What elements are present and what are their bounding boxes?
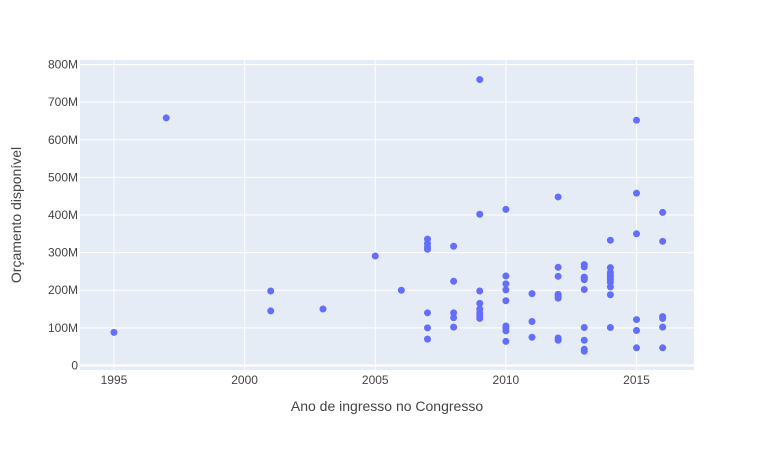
data-points — [110, 76, 667, 355]
data-point[interactable] — [580, 285, 588, 293]
data-point[interactable] — [423, 245, 431, 253]
x-tick-label: 2000 — [231, 373, 258, 387]
data-point[interactable] — [423, 309, 431, 317]
y-tick-label: 300M — [48, 246, 78, 260]
data-point[interactable] — [580, 347, 588, 355]
data-point[interactable] — [319, 305, 327, 313]
data-point[interactable] — [606, 264, 614, 272]
y-axis-title: Orçamento disponível — [8, 147, 24, 283]
y-tick-label: 600M — [48, 133, 78, 147]
data-point[interactable] — [528, 333, 536, 341]
data-point[interactable] — [110, 328, 118, 336]
data-point[interactable] — [476, 210, 484, 218]
data-point[interactable] — [450, 309, 458, 317]
data-point[interactable] — [633, 326, 641, 334]
data-point[interactable] — [606, 323, 614, 331]
grid-lines — [80, 60, 694, 370]
data-point[interactable] — [476, 299, 484, 307]
data-point[interactable] — [606, 236, 614, 244]
y-tick-label: 0 — [71, 358, 78, 372]
data-point[interactable] — [633, 344, 641, 352]
data-point[interactable] — [502, 280, 510, 288]
data-point[interactable] — [371, 252, 379, 260]
x-tick-label: 2010 — [493, 373, 520, 387]
data-point[interactable] — [528, 290, 536, 298]
data-point[interactable] — [476, 76, 484, 84]
data-point[interactable] — [502, 286, 510, 294]
data-point[interactable] — [502, 272, 510, 280]
data-point[interactable] — [502, 337, 510, 345]
data-point[interactable] — [606, 291, 614, 299]
data-point[interactable] — [659, 344, 667, 352]
y-tick-label: 700M — [48, 95, 78, 109]
data-point[interactable] — [554, 294, 562, 302]
x-axis-title: Ano de ingresso no Congresso — [291, 398, 483, 414]
tick-labels: 1995 2000 2005 2010 2015 0 100M 200M 300M 400M 500… — [48, 58, 650, 387]
data-point[interactable] — [162, 114, 170, 122]
y-tick-label: 400M — [48, 208, 78, 222]
data-point[interactable] — [606, 283, 614, 291]
y-tick-label: 200M — [48, 283, 78, 297]
data-point[interactable] — [554, 272, 562, 280]
data-point[interactable] — [267, 307, 275, 315]
data-point[interactable] — [659, 237, 667, 245]
x-tick-label: 2005 — [362, 373, 389, 387]
data-point[interactable] — [633, 230, 641, 238]
data-point[interactable] — [450, 314, 458, 322]
x-tick-label: 1995 — [101, 373, 128, 387]
data-point[interactable] — [554, 336, 562, 344]
data-point[interactable] — [397, 286, 405, 294]
data-point[interactable] — [450, 323, 458, 331]
data-point[interactable] — [423, 335, 431, 343]
data-point[interactable] — [450, 277, 458, 285]
data-point[interactable] — [554, 263, 562, 271]
x-tick-label: 2015 — [623, 373, 650, 387]
data-point[interactable] — [554, 193, 562, 201]
data-point[interactable] — [659, 208, 667, 216]
data-point[interactable] — [633, 189, 641, 197]
data-point[interactable] — [580, 323, 588, 331]
y-tick-label: 100M — [48, 321, 78, 335]
data-point[interactable] — [502, 327, 510, 335]
data-point[interactable] — [423, 324, 431, 332]
data-point[interactable] — [633, 316, 641, 324]
data-point[interactable] — [659, 314, 667, 322]
data-point[interactable] — [476, 287, 484, 295]
data-point[interactable] — [502, 205, 510, 213]
data-point[interactable] — [267, 287, 275, 295]
data-point[interactable] — [580, 263, 588, 271]
data-point[interactable] — [580, 336, 588, 344]
data-point[interactable] — [633, 116, 641, 124]
data-point[interactable] — [528, 317, 536, 325]
data-point[interactable] — [476, 314, 484, 322]
data-point[interactable] — [659, 323, 667, 331]
data-point[interactable] — [450, 242, 458, 250]
data-point[interactable] — [502, 297, 510, 305]
data-point[interactable] — [580, 276, 588, 284]
y-tick-label: 500M — [48, 170, 78, 184]
y-tick-label: 800M — [48, 58, 78, 72]
